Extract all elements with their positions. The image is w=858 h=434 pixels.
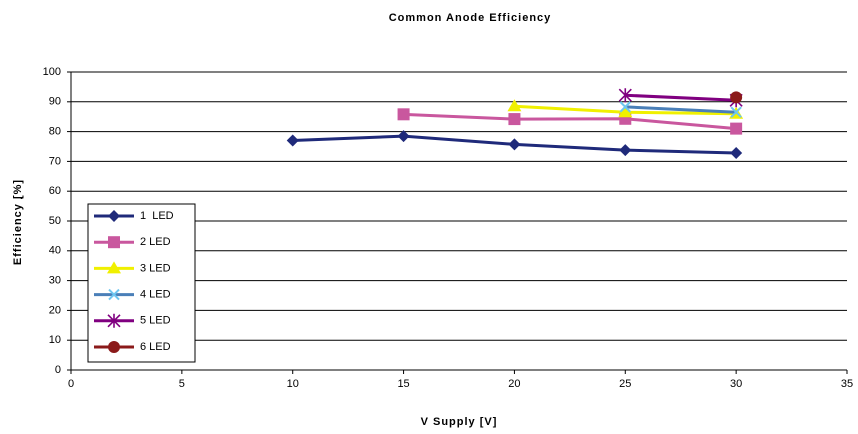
marker <box>730 91 743 104</box>
y-tick-label: 20 <box>49 304 61 316</box>
marker <box>108 288 120 301</box>
x-tick-label: 20 <box>508 378 520 390</box>
y-tick-label: 100 <box>43 66 61 78</box>
marker <box>108 236 120 249</box>
legend-label: 1 LED <box>140 210 174 222</box>
y-tick-label: 30 <box>49 275 61 287</box>
marker <box>730 147 743 160</box>
x-tick-label: 10 <box>287 378 299 390</box>
legend-label: 5 LED <box>140 315 171 327</box>
marker <box>619 101 631 113</box>
marker <box>730 106 742 118</box>
marker <box>108 210 120 222</box>
x-tick-label: 35 <box>841 378 853 390</box>
marker <box>508 113 521 126</box>
legend-label: 6 LED <box>140 341 171 353</box>
y-tick-label: 80 <box>49 126 61 138</box>
annotation: . <box>20 190 24 202</box>
y-tick-label: 10 <box>49 334 61 346</box>
marker <box>397 108 410 121</box>
series-line <box>625 105 737 114</box>
legend-label: 3 LED <box>140 262 171 274</box>
x-tick-label: 0 <box>68 378 74 390</box>
y-tick-label: 90 <box>49 96 61 108</box>
x-tick-label: 30 <box>730 378 742 390</box>
marker <box>507 99 522 112</box>
marker <box>508 138 521 151</box>
marker <box>286 134 299 147</box>
marker <box>618 105 633 118</box>
y-tick-label: 60 <box>49 185 61 197</box>
y-tick-label: 40 <box>49 245 61 257</box>
x-tick-label: 5 <box>179 378 185 390</box>
y-tick-label: 50 <box>49 215 61 227</box>
marker <box>619 144 632 157</box>
legend-label: 2 LED <box>140 236 171 248</box>
legend-label: 4 LED <box>140 289 171 301</box>
x-tick-label: 25 <box>619 378 631 390</box>
legend-box <box>87 203 196 363</box>
marker <box>107 261 121 274</box>
chart-title: Common Anode Efficiency <box>389 12 552 24</box>
series-line <box>625 93 737 102</box>
y-tick-label: 70 <box>49 155 61 167</box>
marker <box>618 88 632 103</box>
marker <box>108 341 120 353</box>
marker <box>730 122 743 135</box>
marker <box>107 313 121 328</box>
x-axis-label: V Supply [V] <box>421 416 498 428</box>
series-line <box>403 112 737 131</box>
x-tick-label: 15 <box>397 378 409 390</box>
marker <box>397 130 410 143</box>
y-tick-label: 0 <box>55 364 61 376</box>
y-axis-label: Efficiency [%] <box>12 179 24 265</box>
